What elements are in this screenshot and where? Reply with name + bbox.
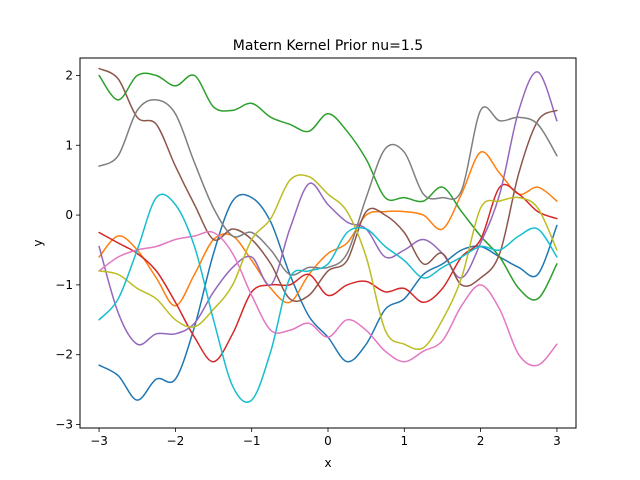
- series-line-7: [98, 230, 558, 367]
- x-tick-label: −2: [167, 434, 185, 448]
- series-line-4: [98, 183, 558, 363]
- x-axis: −3 −2 −1 0 1 2 3: [90, 428, 561, 448]
- x-tick-label: 1: [400, 434, 408, 448]
- x-tick-label: 0: [324, 434, 332, 448]
- chart-title: Matern Kernel Prior nu=1.5: [233, 38, 423, 54]
- y-tick-label: 2: [65, 68, 73, 82]
- series-line-6: [98, 67, 558, 303]
- series-line-2: [98, 151, 558, 307]
- series-line-3: [98, 72, 558, 301]
- series-line-9: [98, 174, 558, 351]
- series-line-8: [98, 99, 558, 276]
- y-axis: −3 −2 −1 0 1 2: [55, 68, 80, 432]
- y-tick-label: 1: [65, 138, 73, 152]
- y-tick-label: 0: [65, 208, 73, 222]
- series-line-10: [98, 193, 558, 403]
- x-tick-label: 3: [553, 434, 561, 448]
- series-line-5: [98, 71, 558, 346]
- y-tick-label: −2: [55, 348, 73, 362]
- x-tick-label: −3: [90, 434, 108, 448]
- x-tick-label: −1: [243, 434, 261, 448]
- y-axis-label: y: [31, 239, 45, 246]
- x-tick-label: 2: [477, 434, 485, 448]
- y-tick-label: −1: [55, 278, 73, 292]
- series-layer: [98, 67, 558, 403]
- y-tick-label: −3: [55, 418, 73, 432]
- x-axis-label: x: [324, 456, 331, 470]
